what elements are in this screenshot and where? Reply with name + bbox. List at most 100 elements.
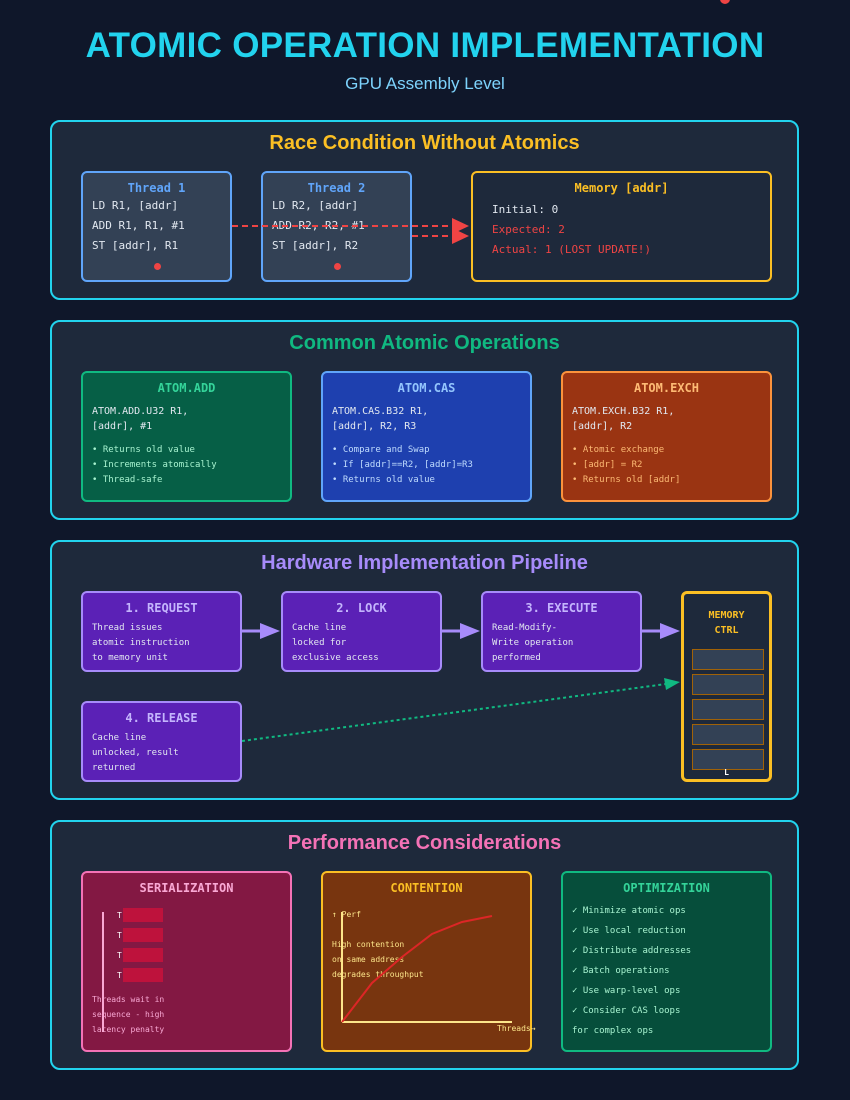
lock-title: 2. LOCK [336,601,387,615]
optimization-box: OPTIMIZATION ✓ Minimize atomic ops ✓ Use… [561,871,772,1052]
serialization-line: latency penalty [92,1025,165,1034]
page-title: ATOMIC OPERATION IMPLEMENTATION [85,26,765,65]
ops-section-title: Common Atomic Operations [289,332,560,354]
perf-section-title: Performance Considerations [287,832,562,854]
thread-label: T [117,910,122,920]
memory-expected: Expected: 2 [492,223,565,236]
optimization-item: ✓ Use local reduction [572,926,686,936]
arrow-head [260,623,280,639]
execute-line: Read-Modify- [492,623,558,633]
contention-y-label: ↑ Perf [332,910,361,919]
performance-section: Performance Considerations SERIALIZATION… [50,820,799,1070]
optimization-item: ✓ Consider CAS loops [572,1006,681,1016]
thread-1-title: Thread 1 [127,181,186,195]
atom-add-bullet: • Returns old value [92,445,195,455]
pipeline-arrows [241,623,680,742]
thread-2-line: ADD R2, R2, #1 [272,219,365,232]
request-line: Thread issues [92,623,163,633]
request-line: to memory unit [92,653,168,663]
race-condition-section: Race Condition Without Atomics Thread 1 … [50,120,799,300]
optimization-item: for complex ops [572,1026,654,1036]
thread-label: T [117,930,122,940]
execute-line: Write operation [492,638,574,648]
cache-line-slot [692,749,764,770]
pipeline-section-title: Hardware Implementation Pipeline [261,552,588,574]
atom-add-box: ATOM.ADD ATOM.ADD.U32 R1, [addr], #1 • R… [81,371,292,502]
release-title: 4. RELEASE [125,711,198,725]
release-line: returned [92,763,136,773]
thread-queue: T T T T [117,908,163,982]
arrow-head [460,623,480,639]
atom-cas-bullet: • If [addr]==R2, [addr]=R3 [332,460,473,470]
page-subtitle: GPU Assembly Level [345,74,505,93]
arrow-head [664,678,680,690]
thread-label: T [117,950,122,960]
thread-1-dot [154,263,161,270]
cache-line-slot [692,674,764,695]
atomic-ops-section: Common Atomic Operations ATOM.ADD ATOM.A… [50,320,799,520]
memory-ctrl-lock-label: L [724,768,729,777]
atom-cas-code: ATOM.CAS.B32 R1, [332,406,429,417]
atom-cas-bullet: • Returns old value [332,475,435,485]
lock-line: exclusive access [292,653,379,663]
memory-addr-box: Memory [addr] Initial: 0 Expected: 2 Act… [471,171,772,282]
contention-curve-chart [341,912,512,1023]
arrow-release-to-memory [241,683,667,742]
atom-exch-title: ATOM.EXCH [633,381,700,395]
atom-exch-box: ATOM.EXCH ATOM.EXCH.B32 R1, [addr], R2 •… [561,371,772,502]
serialization-box: SERIALIZATION T T T T Threads wait in se… [81,871,292,1052]
contention-line: on same address [332,955,405,964]
atom-cas-bullet: • Compare and Swap [332,445,430,455]
atom-add-bullet: • Thread-safe [92,475,163,485]
thread-1-line: ST [addr], R1 [92,239,179,252]
serialization-line: sequence - high [92,1010,165,1019]
optimization-item: ✓ Use warp-level ops [572,986,681,996]
optimization-item: ✓ Batch operations [572,966,670,976]
contention-curve [341,915,493,1023]
contention-box: CONTENTION ↑ Perf High contention on sam… [321,871,536,1052]
pipeline-release-box: 4. RELEASE Cache line unlocked, result r… [81,701,242,782]
request-title: 1. REQUEST [125,601,198,615]
optimization-title: OPTIMIZATION [623,881,710,895]
memory-initial: Initial: 0 [492,203,559,216]
memory-addr-title: Memory [addr] [574,181,669,195]
atom-exch-bullet: • Returns old [addr] [572,475,681,485]
request-line: atomic instruction [92,638,190,648]
arrow-head [660,623,680,639]
atom-exch-code: ATOM.EXCH.B32 R1, [572,406,675,417]
pipeline-request-box: 1. REQUEST Thread issues atomic instruct… [81,591,242,672]
release-line: Cache line [92,733,147,743]
release-line: unlocked, result [92,748,179,758]
execute-title: 3. EXECUTE [525,601,598,615]
cache-line-slot [692,649,764,670]
timeline-axis [102,912,104,1032]
red-dot-indicator [720,0,730,4]
atom-add-code: [addr], #1 [92,421,153,432]
atom-cas-box: ATOM.CAS ATOM.CAS.B32 R1, [addr], R2, R3… [321,371,532,502]
atom-cas-code: [addr], R2, R3 [332,421,417,432]
contention-line: High contention [332,940,405,949]
pipeline-section: Hardware Implementation Pipeline 1. REQU… [50,540,799,800]
thread-wait-bar [123,928,163,942]
cache-line-slot [692,699,764,720]
thread-1-line: LD R1, [addr] [92,199,179,212]
contention-line: degrades throughput [332,970,424,979]
lock-line: Cache line [292,623,347,633]
lock-line: locked for [292,638,347,648]
thread-wait-bar [123,908,163,922]
thread-wait-bar [123,968,163,982]
race-arrows [232,218,469,244]
race-arrow-head-2 [452,228,469,244]
cache-line-slot [692,724,764,745]
memory-controller-box: MEMORY CTRL L [681,591,772,782]
thread-2-title: Thread 2 [307,181,366,195]
atom-add-code: ATOM.ADD.U32 R1, [92,406,189,417]
thread-2-dot [334,263,341,270]
pipeline-execute-box: 3. EXECUTE Read-Modify- Write operation … [481,591,642,672]
execute-line: performed [492,653,541,663]
contention-title: CONTENTION [390,881,463,895]
thread-1-line: ADD R1, R1, #1 [92,219,185,232]
optimization-item: ✓ Minimize atomic ops [572,906,686,916]
memory-actual: Actual: 1 (LOST UPDATE!) [492,243,651,256]
optimization-item: ✓ Distribute addresses [572,946,692,956]
